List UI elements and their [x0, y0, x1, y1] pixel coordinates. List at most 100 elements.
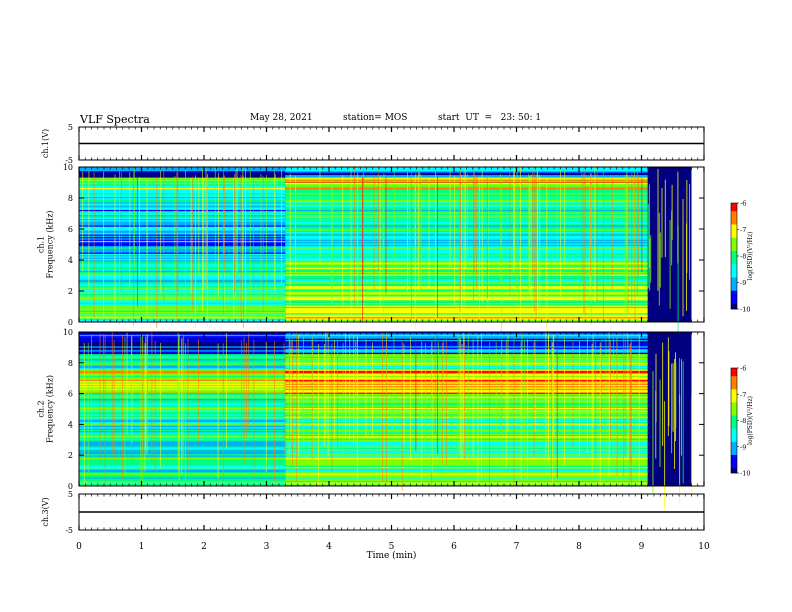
chart-mark: [624, 174, 626, 317]
chart-mark: [409, 178, 411, 282]
chart-mark: [79, 287, 286, 289]
chart-mark: [79, 218, 286, 221]
chart-mark: [253, 339, 255, 479]
chart-mark: [303, 336, 304, 447]
chart-mark: [633, 171, 635, 289]
chart-mark: [79, 236, 286, 239]
chart-mark: [731, 218, 737, 222]
chart-mark: [285, 351, 648, 353]
chart-mark: [120, 172, 122, 293]
chart-mark: [595, 341, 597, 459]
chart-mark: [223, 175, 225, 273]
chart-mark: [79, 182, 286, 185]
chart-mark: [731, 452, 737, 455]
chart-mark: [285, 375, 648, 378]
chart-mark: [285, 416, 648, 419]
chart-mark: [285, 312, 648, 315]
chart-mark: [285, 479, 648, 482]
chart-mark: [434, 334, 436, 436]
chart-mark: [285, 200, 648, 203]
chart-mark: [79, 194, 286, 196]
chart-mark: [419, 171, 421, 286]
chart-mark: [290, 340, 292, 434]
chart-mark: [631, 172, 633, 309]
chart-mark: [285, 254, 648, 257]
chart-mark: [285, 397, 648, 400]
chart-mark: [438, 342, 439, 438]
chart-mark: [285, 258, 648, 261]
chart-mark: [79, 207, 286, 209]
chart-mark: [285, 379, 648, 382]
chart-mark: [285, 421, 648, 424]
chart-mark: [285, 205, 648, 208]
chart-mark: [377, 169, 379, 271]
chart-mark: [285, 409, 648, 411]
chart-mark: [285, 339, 648, 342]
chart-mark: [79, 221, 286, 223]
chart-mark: [731, 232, 737, 236]
chart-mark: [285, 402, 648, 405]
chart-mark: [285, 474, 648, 477]
chart-mark: [248, 333, 250, 428]
chart-mark: [235, 168, 237, 314]
chart-mark: [285, 477, 648, 479]
chart-mark: [372, 342, 373, 436]
chart-mark: [323, 343, 325, 447]
chart-mark: [119, 170, 120, 325]
chart-mark: [156, 177, 158, 328]
chart-mark: [79, 332, 286, 334]
chart-mark: [285, 455, 648, 457]
chart-mark: [79, 198, 286, 200]
chart-mark: [79, 267, 286, 270]
chart-mark: [655, 353, 657, 423]
chart-mark: [382, 177, 384, 272]
chart-mark: [285, 294, 648, 297]
chart-mark: [234, 174, 235, 294]
chart-mark: [79, 199, 286, 201]
chart-mark: [671, 363, 673, 454]
chart-mark: [528, 173, 529, 293]
chart-mark: [79, 266, 286, 269]
station-label: station= MOS: [343, 113, 408, 123]
chart-mark: [285, 182, 648, 185]
chart-mark: [669, 219, 671, 309]
chart-mark: [187, 338, 189, 473]
chart-mark: [285, 188, 648, 191]
chart-mark: [415, 340, 417, 451]
chart-mark: [564, 337, 565, 467]
chart-mark: [79, 333, 286, 335]
chart-mark: [731, 378, 737, 382]
chart-mark: [181, 338, 183, 475]
chart-mark: [629, 343, 631, 483]
chart-mark: [285, 210, 648, 213]
start-time-label: start UT = 23: 50: 1: [438, 113, 542, 123]
chart-mark: [147, 332, 149, 438]
chart-mark: [103, 171, 105, 323]
chart-mark: [285, 275, 648, 278]
chart-mark: [285, 411, 648, 414]
chart-mark: [151, 332, 153, 463]
chart-mark: [79, 200, 286, 203]
chart-mark: [131, 335, 133, 444]
chart-mark: [572, 340, 574, 448]
chart-mark: [79, 279, 286, 281]
chart-mark: [664, 179, 666, 258]
chart-mark: [677, 225, 679, 342]
chart-mark: [285, 267, 648, 270]
chart-mark: [285, 419, 648, 421]
chart-mark: [731, 301, 737, 304]
chart-mark: [627, 175, 629, 314]
y-axis-label: ch.3(V): [41, 497, 50, 526]
chart-mark: [731, 457, 737, 461]
chart-mark: [285, 361, 648, 364]
chart-mark: [79, 283, 286, 285]
chart-mark: [79, 478, 286, 480]
chart-mark: [403, 343, 405, 445]
chart-mark: [636, 172, 638, 297]
chart-mark: [79, 248, 286, 250]
chart-mark: [285, 261, 648, 263]
chart-mark: [243, 337, 245, 463]
chart-mark: [599, 342, 601, 486]
chart-mark: [501, 177, 503, 333]
chart-mark: [533, 172, 535, 312]
